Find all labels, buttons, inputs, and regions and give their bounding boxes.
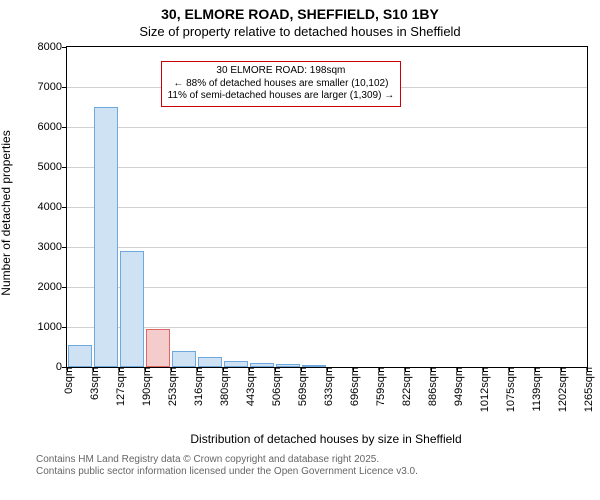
x-tick-label: 1265sqm bbox=[579, 367, 595, 412]
x-tick-label: 886sqm bbox=[423, 367, 439, 406]
gridline bbox=[67, 167, 587, 168]
x-tick-label: 127sqm bbox=[111, 367, 127, 406]
x-tick-label: 1075sqm bbox=[501, 367, 517, 412]
plot-area: 0100020003000400050006000700080000sqm63s… bbox=[66, 46, 588, 368]
y-tick-label: 6000 bbox=[38, 121, 67, 133]
gridline bbox=[67, 247, 587, 248]
chart-container: 30, ELMORE ROAD, SHEFFIELD, S10 1BY Size… bbox=[0, 0, 600, 500]
x-tick-label: 1139sqm bbox=[527, 367, 543, 411]
chart-subtitle: Size of property relative to detached ho… bbox=[0, 24, 600, 40]
footer-line-1: Contains HM Land Registry data © Crown c… bbox=[36, 454, 600, 466]
y-tick-label: 7000 bbox=[38, 81, 67, 93]
histogram-bar bbox=[198, 357, 223, 367]
y-tick-label: 4000 bbox=[38, 201, 67, 213]
x-tick-label: 759sqm bbox=[371, 367, 387, 406]
callout-box: 30 ELMORE ROAD: 198sqm← 88% of detached … bbox=[161, 61, 402, 107]
histogram-bar bbox=[146, 329, 171, 367]
y-axis-label: Number of detached properties bbox=[0, 53, 13, 373]
footer-line-2: Contains public sector information licen… bbox=[36, 466, 600, 478]
gridline bbox=[67, 207, 587, 208]
y-tick-label: 1000 bbox=[38, 321, 67, 333]
x-tick-label: 380sqm bbox=[215, 367, 231, 406]
x-tick-label: 316sqm bbox=[189, 367, 205, 406]
x-tick-label: 633sqm bbox=[319, 367, 335, 406]
histogram-bar bbox=[68, 345, 93, 367]
x-tick-label: 190sqm bbox=[137, 367, 153, 406]
x-tick-label: 0sqm bbox=[59, 367, 75, 394]
gridline bbox=[67, 287, 587, 288]
gridline bbox=[67, 327, 587, 328]
x-tick-label: 569sqm bbox=[293, 367, 309, 406]
callout-line: 11% of semi-detached houses are larger (… bbox=[168, 90, 395, 103]
callout-line: 30 ELMORE ROAD: 198sqm bbox=[168, 65, 395, 78]
callout-line: ← 88% of detached houses are smaller (10… bbox=[168, 78, 395, 91]
histogram-bar bbox=[172, 351, 197, 367]
x-tick-label: 1012sqm bbox=[475, 367, 491, 412]
x-tick-label: 506sqm bbox=[267, 367, 283, 406]
x-tick-label: 822sqm bbox=[397, 367, 413, 406]
x-tick-label: 253sqm bbox=[163, 367, 179, 406]
y-tick-label: 5000 bbox=[38, 161, 67, 173]
x-tick-label: 949sqm bbox=[449, 367, 465, 406]
y-tick-label: 8000 bbox=[38, 41, 67, 53]
x-tick-label: 63sqm bbox=[85, 367, 101, 400]
gridline bbox=[67, 127, 587, 128]
x-tick-label: 696sqm bbox=[345, 367, 361, 406]
x-tick-label: 443sqm bbox=[241, 367, 257, 406]
x-tick-label: 1202sqm bbox=[553, 367, 569, 412]
x-axis-label: Distribution of detached houses by size … bbox=[66, 432, 586, 446]
histogram-bar bbox=[120, 251, 145, 367]
chart-footer: Contains HM Land Registry data © Crown c… bbox=[0, 454, 600, 478]
y-tick-label: 2000 bbox=[38, 281, 67, 293]
chart-title: 30, ELMORE ROAD, SHEFFIELD, S10 1BY bbox=[0, 0, 600, 24]
y-tick-label: 3000 bbox=[38, 241, 67, 253]
histogram-bar bbox=[94, 107, 119, 367]
